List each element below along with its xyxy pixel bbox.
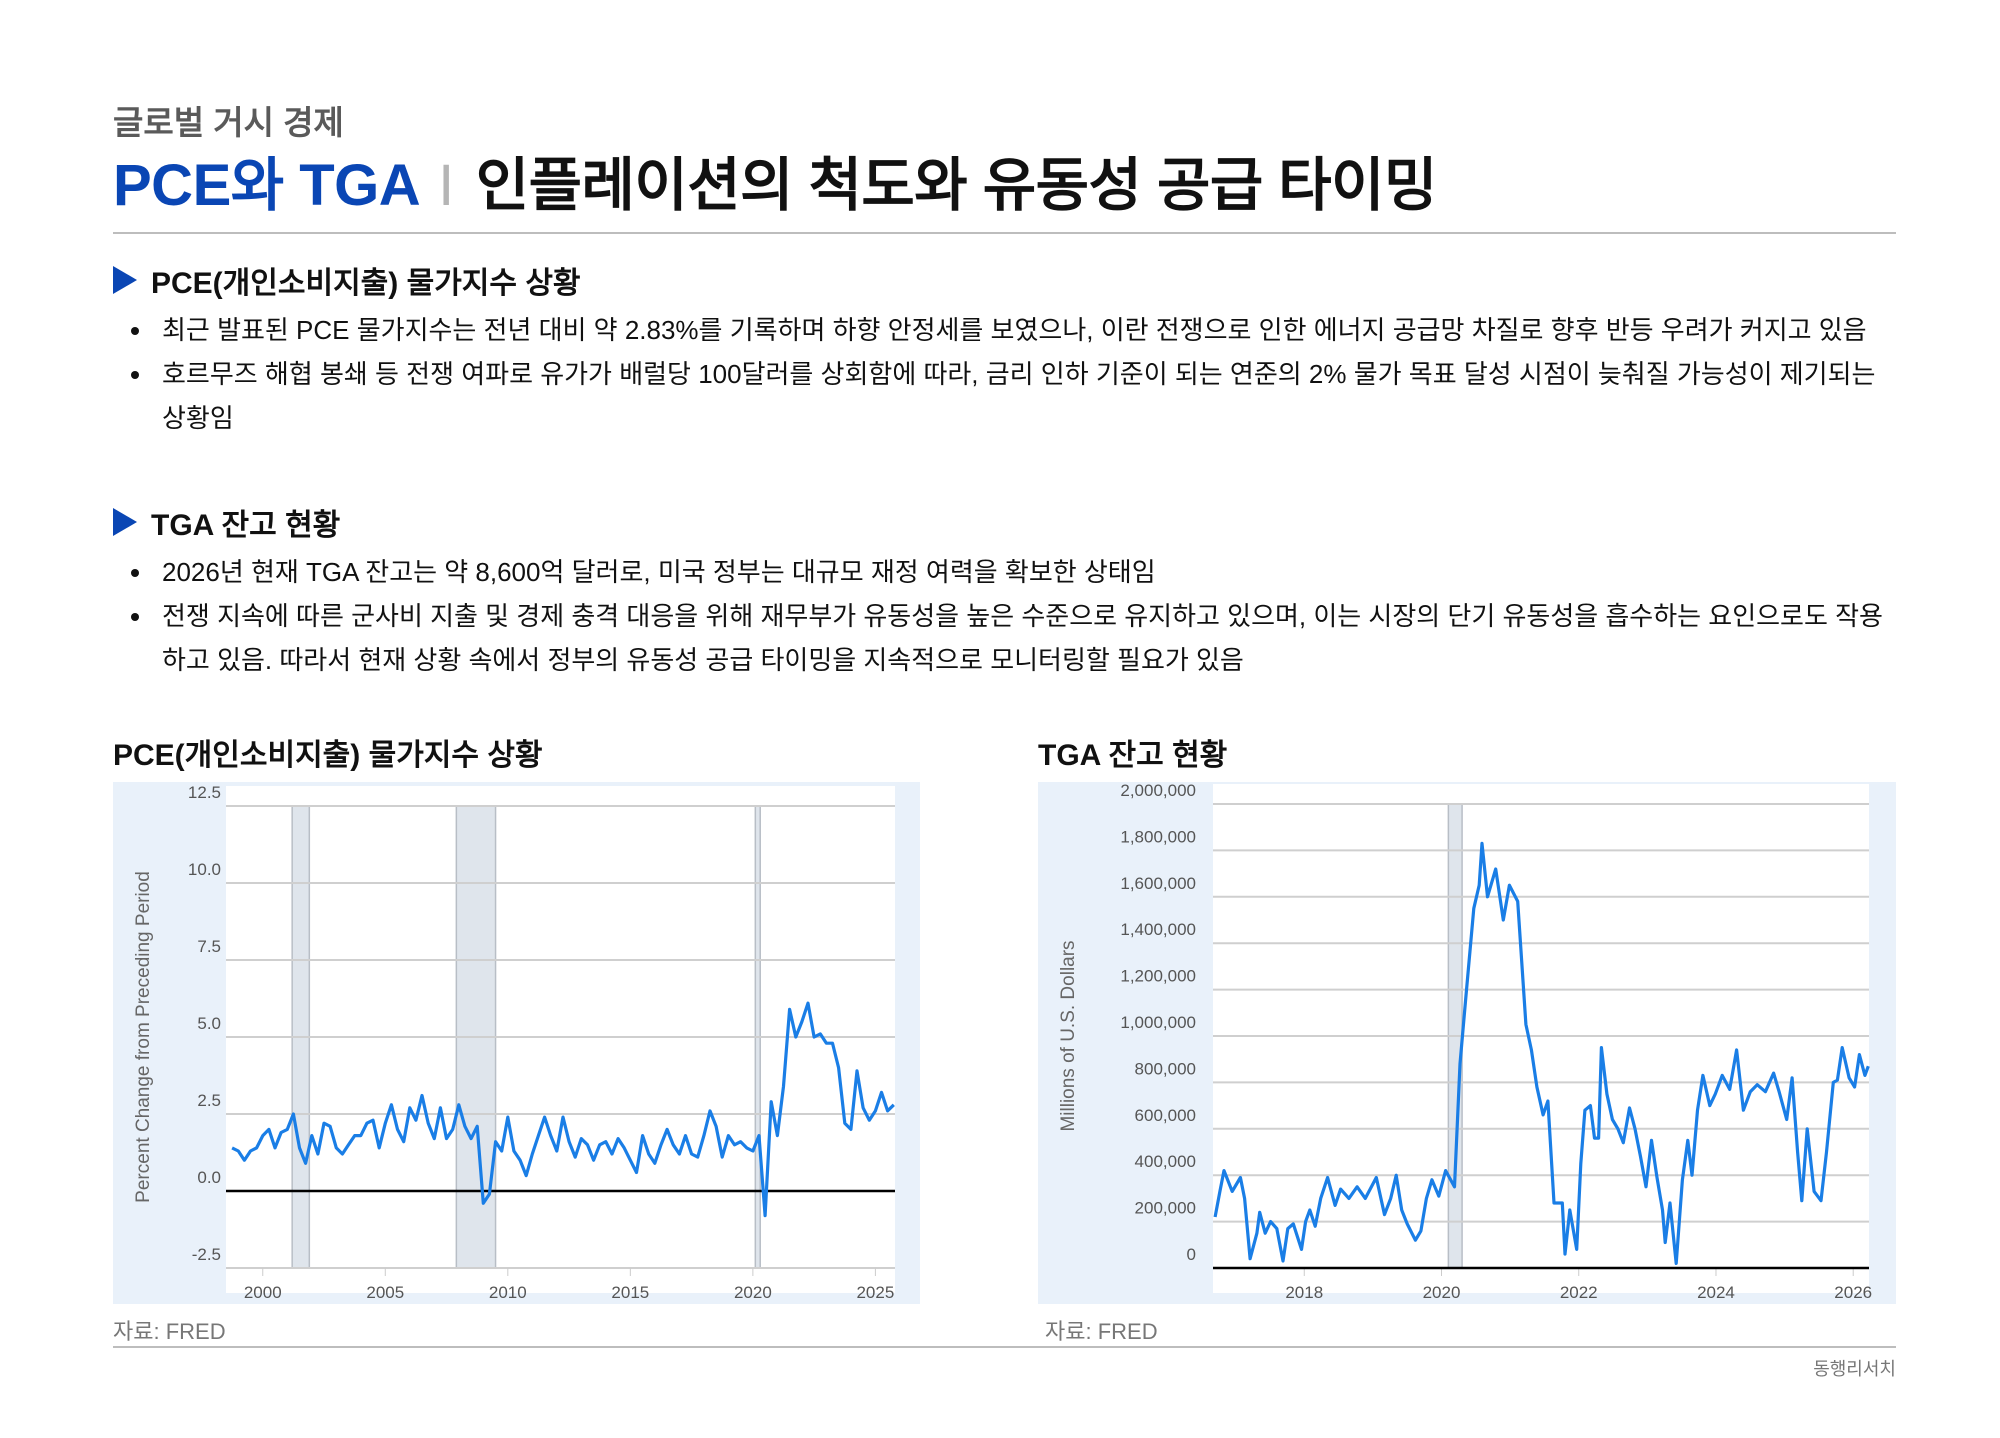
x-tick-label: 2020: [1423, 1283, 1461, 1302]
x-tick-label: 2000: [244, 1283, 282, 1302]
data-series-line: [231, 1001, 895, 1218]
y-tick-label: -2.5: [192, 1245, 221, 1264]
plot-area: [226, 786, 895, 1293]
y-tick-label: 1,000,000: [1120, 1013, 1196, 1032]
list-item: 호르무즈 해협 봉쇄 등 전쟁 여파로 유가가 배럴당 100달러를 상회함에 …: [128, 352, 1898, 440]
y-tick-label: 600,000: [1135, 1106, 1196, 1125]
x-tick-label: 2024: [1697, 1283, 1735, 1302]
x-tick-label: 2005: [366, 1283, 404, 1302]
x-tick-label: 2020: [734, 1283, 772, 1302]
x-tick-label: 2015: [611, 1283, 649, 1302]
y-axis-title: Percent Change from Preceding Period: [133, 871, 154, 1203]
section-heading-text: TGA 잔고 현황: [151, 509, 341, 542]
page-title: PCE와 TGA I 인플레이션의 척도와 유동성 공급 타이밍: [113, 138, 1437, 222]
y-tick-label: 7.5: [197, 937, 221, 956]
list-item: 최근 발표된 PCE 물가지수는 전년 대비 약 2.83%를 기록하며 하향 …: [128, 308, 1898, 352]
y-tick-label: 2,000,000: [1120, 782, 1196, 800]
pce-chart-panel: 12.5 10.0 7.5 5.0 2.5 0.0 -2.5 2000 2005 2010 2015…: [113, 782, 920, 1304]
x-tick-label: 2025: [856, 1283, 894, 1302]
y-tick-label: 800,000: [1135, 1059, 1196, 1078]
section-kicker: 글로벌 거시 경제: [113, 104, 344, 141]
list-item: 전쟁 지속에 따른 군사비 지출 및 경제 충격 대응을 위해 재무부가 유동성…: [128, 594, 1898, 682]
section-heading-text: PCE(개인소비지출) 물가지수 상황: [151, 267, 581, 300]
y-tick-label: 0.0: [197, 1168, 221, 1187]
footer-divider: [113, 1346, 1896, 1348]
section-heading-tga: TGA 잔고 현황: [113, 500, 340, 544]
x-tick-label: 2026: [1834, 1283, 1872, 1302]
y-tick-label: 12.5: [188, 783, 221, 802]
y-tick-label: 200,000: [1135, 1199, 1196, 1218]
title-main: 인플레이션의 척도와 유동성 공급 타이밍: [475, 153, 1438, 218]
y-tick-label: 1,600,000: [1120, 874, 1196, 893]
data-series-line: [1213, 841, 1870, 1265]
y-axis-title: Millions of U.S. Dollars: [1058, 940, 1079, 1131]
tga-chart-panel: 2,000,000 1,800,000 1,600,000 1,400,000 1,20…: [1038, 781, 1896, 1304]
x-tick-label: 2010: [489, 1283, 527, 1302]
triangle-bullet-icon: [113, 266, 137, 294]
pce-source: 자료: FRED: [113, 1319, 226, 1344]
plot-area: [1213, 784, 1869, 1293]
title-highlight: PCE와 TGA: [113, 153, 421, 218]
header-divider: [113, 232, 1896, 234]
brand-label: 동행리서치: [1813, 1359, 1896, 1379]
pce-chart-title: PCE(개인소비지출) 물가지수 상황: [113, 739, 543, 772]
tga-chart-title: TGA 잔고 현황: [1038, 739, 1228, 772]
pce-chart: 12.5 10.0 7.5 5.0 2.5 0.0 -2.5 2000 2005 2010 2015…: [133, 783, 895, 1302]
title-separator: I: [438, 153, 454, 218]
triangle-bullet-icon: [113, 508, 137, 536]
y-tick-label: 5.0: [197, 1014, 221, 1033]
section-heading-pce: PCE(개인소비지출) 물가지수 상황: [113, 258, 581, 302]
y-tick-label: 1,800,000: [1120, 827, 1196, 846]
y-tick-label: 2.5: [197, 1091, 221, 1110]
y-tick-label: 1,400,000: [1120, 920, 1196, 939]
list-item: 2026년 현재 TGA 잔고는 약 8,600억 달러로, 미국 정부는 대규…: [128, 550, 1898, 594]
x-tick-label: 2022: [1560, 1283, 1598, 1302]
y-tick-label: 1,200,000: [1120, 967, 1196, 986]
pce-bullets: 최근 발표된 PCE 물가지수는 전년 대비 약 2.83%를 기록하며 하향 …: [128, 308, 1898, 440]
y-tick-label: 0: [1187, 1245, 1196, 1264]
y-tick-label: 10.0: [188, 860, 221, 879]
y-tick-label: 400,000: [1135, 1152, 1196, 1171]
tga-bullets: 2026년 현재 TGA 잔고는 약 8,600억 달러로, 미국 정부는 대규…: [128, 550, 1898, 682]
tga-chart: 2,000,000 1,800,000 1,600,000 1,400,000 1,20…: [1058, 781, 1872, 1302]
tga-source: 자료: FRED: [1045, 1319, 1158, 1344]
x-tick-label: 2018: [1285, 1283, 1323, 1302]
